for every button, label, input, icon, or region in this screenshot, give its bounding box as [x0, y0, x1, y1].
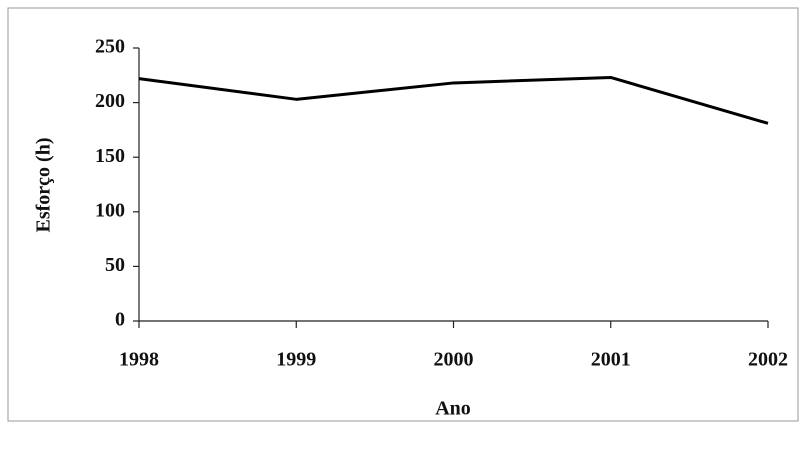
x-tick-label: 2001 — [591, 349, 631, 371]
chart-border — [7, 7, 799, 422]
y-tick-label: 100 — [95, 199, 125, 221]
y-tick-label: 250 — [95, 36, 125, 58]
x-axis-label: Ano — [435, 398, 471, 420]
data-line — [138, 75, 769, 125]
x-tick-label: 2000 — [434, 349, 474, 371]
y-tick-label: 50 — [105, 254, 125, 276]
x-tick-label: 1998 — [119, 349, 159, 371]
x-tick-label: 1999 — [276, 349, 316, 371]
y-tick-label: 200 — [95, 90, 125, 112]
y-tick-label: 150 — [95, 145, 125, 167]
y-axis-label: Esforço (h) — [33, 138, 55, 233]
x-tick-label: 2002 — [748, 349, 788, 371]
y-tick-label: 0 — [115, 309, 125, 331]
